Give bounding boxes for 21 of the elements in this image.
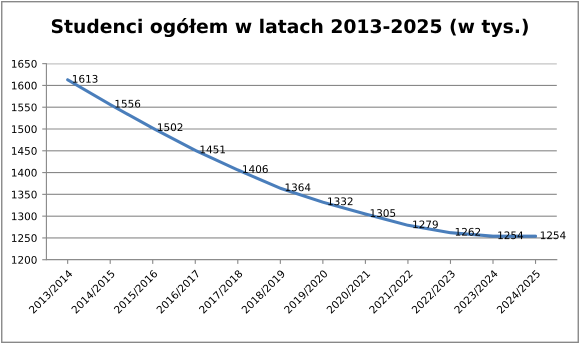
y-tick-label: 1400 [12, 168, 37, 177]
data-label: 1254 [540, 231, 566, 240]
data-label: 1451 [200, 146, 225, 154]
data-label: 1613 [72, 74, 98, 83]
y-tick-label: 1250 [12, 234, 37, 242]
y-tick-label: 1650 [12, 60, 37, 68]
data-label: 1406 [243, 165, 268, 173]
y-tick-label: 1300 [12, 212, 37, 220]
data-label: 1332 [328, 197, 352, 206]
y-tick-label: 1450 [12, 147, 37, 155]
data-label: 1502 [158, 123, 182, 132]
y-tick-label: 1200 [12, 256, 37, 264]
y-tick-label: 1550 [12, 103, 37, 112]
data-label: 1279 [413, 220, 438, 228]
chart-title: Studenci ogółem w latach 2013-2025 (w tys.) [52, 18, 528, 38]
y-tick-label: 1500 [12, 125, 37, 134]
data-label: 1305 [370, 209, 396, 217]
data-label: 1556 [116, 100, 140, 108]
data-label: 1364 [286, 183, 310, 192]
y-tick-label: 1350 [12, 190, 37, 198]
y-tick-label: 1600 [12, 82, 37, 90]
